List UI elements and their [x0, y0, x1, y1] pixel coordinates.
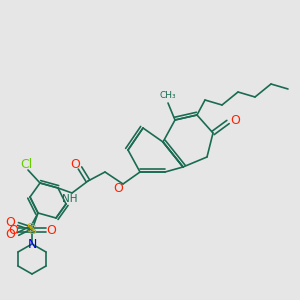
Text: O: O — [5, 217, 15, 230]
Text: O: O — [70, 158, 80, 170]
Text: O: O — [8, 224, 18, 236]
Text: S: S — [28, 224, 36, 236]
Text: O: O — [113, 182, 123, 196]
Text: CH₃: CH₃ — [160, 92, 176, 100]
Text: O: O — [5, 229, 15, 242]
Text: O: O — [46, 224, 56, 236]
Text: Cl: Cl — [20, 158, 32, 170]
Text: O: O — [230, 115, 240, 128]
Text: S: S — [26, 221, 34, 235]
Text: N: N — [27, 238, 37, 250]
Text: NH: NH — [62, 194, 78, 204]
